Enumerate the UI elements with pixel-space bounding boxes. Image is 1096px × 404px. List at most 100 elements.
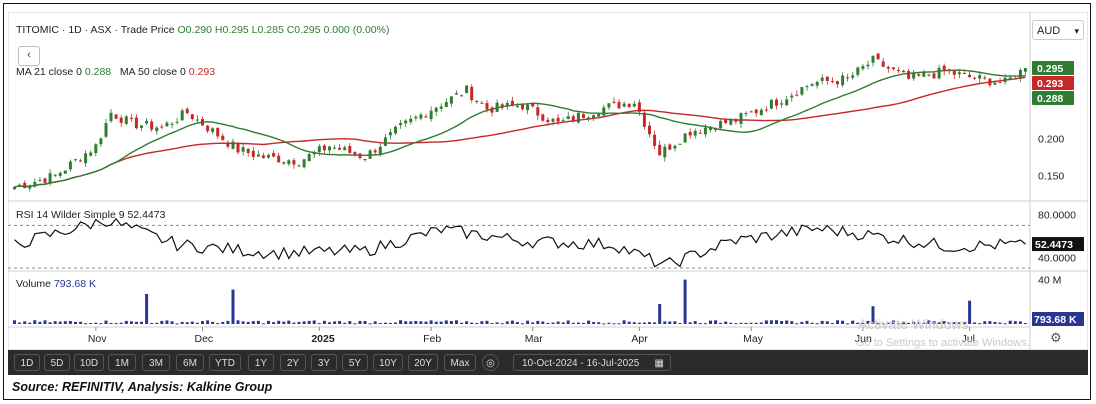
period-1y-button[interactable]: 1Y xyxy=(248,354,274,371)
volume-bar xyxy=(592,322,596,324)
period-2y-button[interactable]: 2Y xyxy=(280,354,306,371)
volume-bar xyxy=(917,322,921,324)
candle xyxy=(891,66,895,71)
period-1m-button[interactable]: 1M xyxy=(108,354,136,371)
candle xyxy=(460,94,464,97)
volume-bar xyxy=(663,321,667,324)
volume-bar xyxy=(988,321,992,324)
candle xyxy=(53,174,57,178)
gear-icon[interactable]: ⚙ xyxy=(1050,330,1062,345)
volume-bar xyxy=(104,320,108,324)
candle-body xyxy=(404,120,408,124)
candle-body xyxy=(226,142,230,147)
volume-bar xyxy=(693,321,697,324)
chart-area[interactable]: 0.200 0.150 0.295 0.293 0.288 80.0000 40.0000 5… xyxy=(7,11,1089,375)
volume-bar xyxy=(201,321,204,324)
period-10d-button[interactable]: 10D xyxy=(74,354,104,371)
volume-bar xyxy=(582,322,585,324)
candle-body xyxy=(841,75,845,86)
candle-body xyxy=(79,160,83,162)
rsi-badge-label: 52.4473 xyxy=(1035,239,1073,251)
period-max-button[interactable]: Max xyxy=(444,354,476,371)
date-range-picker[interactable]: 10-Oct-2024 - 16-Jul-2025 ▦ xyxy=(513,354,671,371)
volume-bar xyxy=(500,323,504,325)
currency-select[interactable]: AUD ▾ xyxy=(1032,20,1084,40)
volume-bar xyxy=(536,320,540,324)
volume-bar xyxy=(957,322,961,324)
volume-bar xyxy=(627,321,631,324)
volume-legend-value: 793.68 K xyxy=(53,278,96,290)
candle xyxy=(165,120,169,127)
candle xyxy=(394,125,397,136)
candle-body xyxy=(1023,68,1027,72)
candle-body xyxy=(63,170,67,174)
candle xyxy=(475,99,479,104)
volume-bar xyxy=(470,322,474,324)
volume-bar xyxy=(566,320,570,324)
high-value: H0.295 xyxy=(214,24,249,36)
volume-bar xyxy=(140,321,143,324)
target-icon[interactable]: ◎ xyxy=(482,354,499,371)
candle xyxy=(63,170,67,174)
price-tick-label: 0.200 xyxy=(1038,134,1064,146)
candle xyxy=(409,115,413,125)
candle xyxy=(170,122,174,129)
candle xyxy=(871,55,875,67)
volume-bar xyxy=(968,300,972,324)
volume-bar xyxy=(744,322,748,324)
volume-bar xyxy=(307,320,311,324)
volume-bar xyxy=(871,306,875,324)
volume-bar xyxy=(490,323,494,324)
candle-body xyxy=(261,155,265,159)
candle xyxy=(815,80,819,89)
candle xyxy=(912,69,916,81)
volume-bar xyxy=(13,320,16,324)
volume-bar xyxy=(68,321,72,324)
volume-bar xyxy=(109,323,113,324)
candle xyxy=(775,97,778,110)
chart-canvas[interactable]: 0.2000.1500.2950.2930.28880.000040.00005… xyxy=(7,11,1089,375)
candle-body xyxy=(637,102,641,112)
volume-bar xyxy=(282,321,286,324)
period-6m-button[interactable]: 6M xyxy=(176,354,204,371)
candle xyxy=(541,113,545,123)
candle-body xyxy=(526,104,530,111)
candle xyxy=(226,140,230,149)
period-1d-button[interactable]: 1D xyxy=(14,354,40,371)
candle xyxy=(363,158,367,162)
candle-body xyxy=(566,116,570,119)
candle-body xyxy=(896,70,900,71)
candle xyxy=(902,69,905,73)
period-ytd-button[interactable]: YTD xyxy=(209,354,241,371)
candle-body xyxy=(515,106,519,107)
period-3m-button[interactable]: 3M xyxy=(142,354,170,371)
candle xyxy=(795,90,799,97)
volume-bar xyxy=(231,289,235,324)
period-3y-button[interactable]: 3Y xyxy=(311,354,337,371)
rsi-label: RSI 14 Wilder Simple 9 xyxy=(16,209,125,221)
volume-bar xyxy=(759,322,763,324)
candle xyxy=(150,119,154,132)
period-5y-button[interactable]: 5Y xyxy=(342,354,368,371)
candle-body xyxy=(561,120,565,122)
candle-body xyxy=(668,144,672,150)
candle-body xyxy=(74,159,77,161)
volume-bar xyxy=(241,321,245,324)
candle-body xyxy=(830,81,834,82)
volume-bar xyxy=(455,320,458,324)
candle xyxy=(343,145,347,151)
period-10y-button[interactable]: 10Y xyxy=(373,354,403,371)
period-5d-button[interactable]: 5D xyxy=(44,354,70,371)
candle xyxy=(810,82,814,87)
source-caption: Source: REFINITIV, Analysis: Kalkine Gro… xyxy=(12,380,273,394)
volume-bar xyxy=(836,320,839,324)
candle xyxy=(780,99,784,108)
candle-body xyxy=(368,150,372,159)
volume-bar xyxy=(673,321,677,324)
candle xyxy=(627,103,631,108)
period-20y-button[interactable]: 20Y xyxy=(408,354,438,371)
candle-body xyxy=(521,104,524,110)
volume-legend: Volume 793.68 K xyxy=(16,278,96,290)
candle xyxy=(820,74,824,85)
collapse-legend-button[interactable]: ‹ xyxy=(18,46,40,66)
